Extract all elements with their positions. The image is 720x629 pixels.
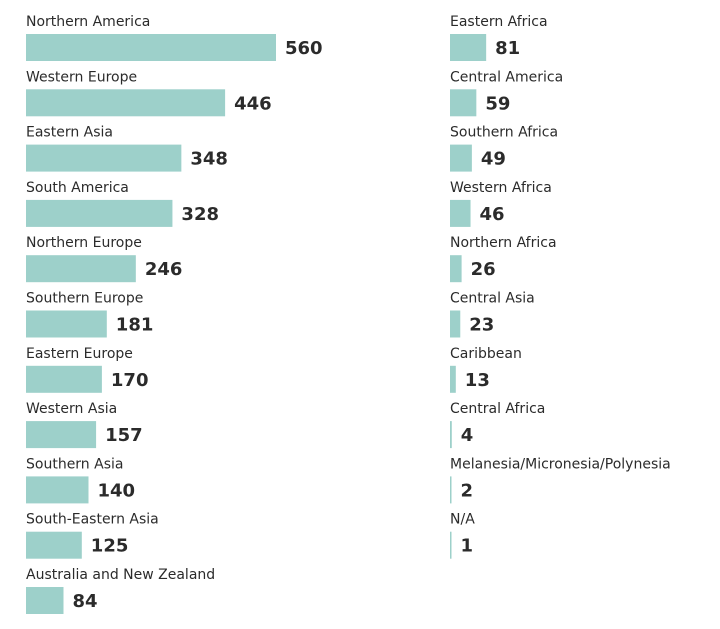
bar <box>450 34 487 61</box>
bar <box>26 89 226 117</box>
category-label: Western Africa <box>450 180 552 196</box>
value-label: 181 <box>116 315 154 336</box>
category-label: Eastern Asia <box>26 125 113 141</box>
value-label: 328 <box>181 204 219 225</box>
category-label: Melanesia/Micronesia/Polynesia <box>450 456 671 472</box>
category-label: South America <box>26 180 129 196</box>
bar <box>450 365 456 393</box>
bar <box>450 421 452 449</box>
bar <box>26 587 64 614</box>
category-label: Southern Africa <box>450 125 558 141</box>
value-label: 170 <box>111 370 149 391</box>
category-label: Western Europe <box>26 69 137 85</box>
bar <box>26 476 89 504</box>
value-label: 46 <box>480 204 505 225</box>
bar <box>450 144 472 172</box>
bar <box>26 199 173 227</box>
value-label: 4 <box>461 425 474 446</box>
value-label: 81 <box>495 38 520 59</box>
category-label: Southern Asia <box>26 456 123 472</box>
bar <box>26 365 102 393</box>
bar <box>450 310 461 338</box>
bar <box>450 89 477 117</box>
category-label: Eastern Europe <box>26 346 133 362</box>
category-label: Central America <box>450 69 563 85</box>
value-label: 560 <box>285 38 323 59</box>
bar <box>26 144 182 172</box>
category-label: Western Asia <box>26 401 117 417</box>
category-label: Southern Europe <box>26 291 143 307</box>
value-label: 157 <box>105 425 143 446</box>
category-label: Central Africa <box>450 401 545 417</box>
value-label: 49 <box>481 149 506 170</box>
value-label: 348 <box>190 149 228 170</box>
value-label: 2 <box>461 480 474 501</box>
value-label: 446 <box>234 93 272 114</box>
bar <box>26 421 97 449</box>
bar <box>26 310 107 338</box>
value-label: 13 <box>465 370 490 391</box>
value-label: 59 <box>485 93 510 114</box>
bar <box>26 255 136 283</box>
category-label: Northern Africa <box>450 235 557 251</box>
bar <box>450 476 452 504</box>
value-label: 1 <box>461 536 474 557</box>
value-label: 246 <box>145 259 183 280</box>
category-label: South-Eastern Asia <box>26 512 159 528</box>
category-label: Eastern Africa <box>450 14 548 30</box>
category-label: Central Asia <box>450 291 535 307</box>
bar <box>450 199 471 227</box>
category-label: Australia and New Zealand <box>26 567 215 583</box>
bar <box>450 255 462 283</box>
bar <box>26 531 82 559</box>
category-label: Northern America <box>26 14 150 30</box>
category-label: N/A <box>450 512 475 528</box>
value-label: 23 <box>469 315 494 336</box>
value-label: 26 <box>471 259 496 280</box>
category-label: Northern Europe <box>26 235 142 251</box>
value-label: 125 <box>91 536 129 557</box>
value-label: 140 <box>98 480 136 501</box>
value-label: 84 <box>73 591 98 612</box>
bar <box>450 531 452 559</box>
category-label: Caribbean <box>450 346 522 362</box>
bar <box>26 34 276 61</box>
